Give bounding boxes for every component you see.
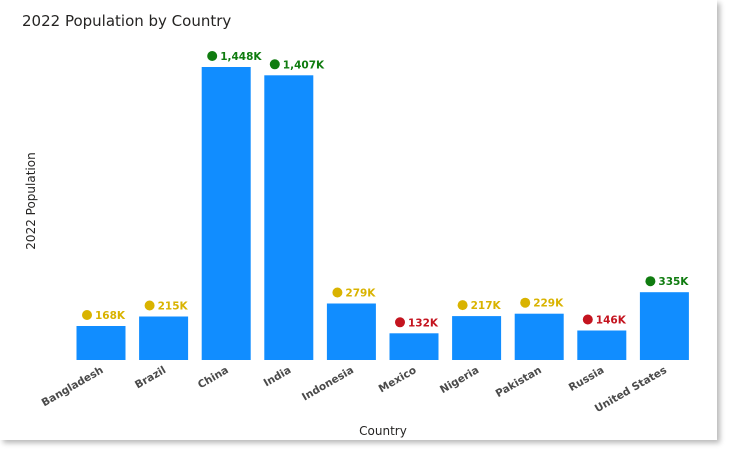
x-tick-label-russia: Russia [567, 364, 607, 394]
status-dot-china [207, 51, 218, 61]
data-label-bangladesh: 168K [95, 310, 126, 322]
x-axis-title: Country [359, 424, 407, 438]
x-tick-label-bangladesh: Bangladesh [40, 364, 106, 409]
status-dot-united-states [645, 276, 656, 287]
data-label-china: 1,448K [220, 51, 262, 63]
status-dot-brazil [144, 300, 155, 311]
data-label-brazil: 215K [158, 301, 189, 313]
x-tick-label-mexico: Mexico [377, 364, 419, 395]
data-label-united-states: 335K [658, 276, 689, 288]
status-dot-nigeria [457, 300, 468, 311]
x-tick-label-nigeria: Nigeria [438, 364, 481, 396]
data-label-pakistan: 229K [533, 298, 564, 310]
x-tick-label-china: China [196, 364, 231, 391]
bar-china[interactable] [201, 67, 251, 360]
status-dot-russia [582, 314, 593, 325]
data-label-nigeria: 217K [471, 300, 502, 312]
bar-chart: 2022 Population Country 168K 215K 1,448K 1,… [24, 51, 689, 438]
bar-brazil[interactable] [139, 316, 189, 361]
x-tick-label-brazil: Brazil [133, 364, 168, 391]
data-label-india: 1,407K [283, 59, 325, 71]
status-dot-bangladesh [82, 310, 92, 320]
bar-pakistan[interactable] [514, 313, 564, 360]
bar-bangladesh[interactable] [76, 326, 126, 360]
x-tick-labels-group: Bangladesh Brazil China India Indonesia Mexic… [40, 364, 669, 415]
status-dot-india [269, 59, 280, 70]
chart-card: 2022 Population by Country 2022 Populati… [22, 12, 690, 438]
bar-mexico[interactable] [389, 333, 439, 360]
status-dot-pakistan [520, 297, 531, 308]
data-labels-group: 168K 215K 1,448K 1,407K 279K 132K 217K 229K 146K… [82, 51, 689, 329]
bar-nigeria[interactable] [452, 316, 502, 360]
bar-india[interactable] [264, 75, 314, 361]
bars-group [76, 67, 689, 361]
chart-title: 2022 Population by Country [22, 12, 232, 30]
data-label-indonesia: 279K [345, 288, 376, 300]
bar-russia[interactable] [577, 330, 627, 361]
status-dot-mexico [395, 317, 405, 328]
x-tick-label-pakistan: Pakistan [494, 364, 544, 400]
x-tick-label-india: India [262, 364, 294, 389]
status-dot-indonesia [332, 287, 343, 298]
data-label-russia: 146K [596, 315, 627, 327]
data-label-mexico: 132K [408, 317, 439, 329]
y-axis-title: 2022 Population [24, 152, 38, 249]
bar-united-states[interactable] [639, 292, 689, 360]
bar-indonesia[interactable] [326, 303, 376, 361]
x-tick-label-indonesia: Indonesia [300, 364, 356, 403]
